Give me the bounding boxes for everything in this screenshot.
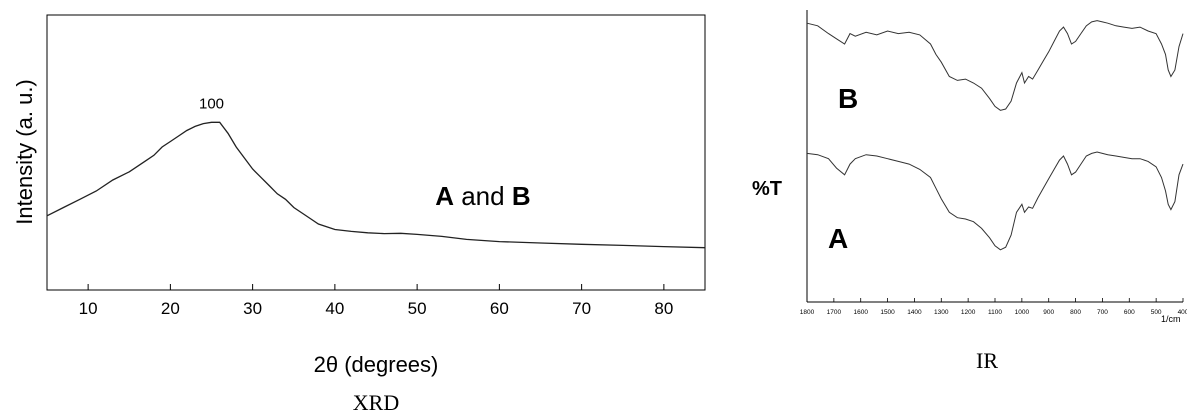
ir-series-b-label: B <box>838 83 858 114</box>
ir-x-tick-label: 1800 <box>800 309 815 316</box>
ir-x-tick-label: 1500 <box>880 309 895 316</box>
ir-x-tick-label: 1700 <box>827 309 842 316</box>
ir-caption: IR <box>976 348 998 373</box>
ir-x-tick-label: 400 <box>1178 309 1187 316</box>
ir-x-tick-label: 700 <box>1097 309 1108 316</box>
xrd-x-ticks: 10 20 30 40 50 60 70 80 <box>79 284 673 318</box>
ir-x-ticks: 1800 1700 1600 1500 1400 1300 1200 1100 1000 900 8… <box>800 298 1187 316</box>
ir-chart: 1800 1700 1600 1500 1400 1300 1200 1100 1000 900 8… <box>752 10 1187 373</box>
ir-x-tick-label: 600 <box>1124 309 1135 316</box>
xrd-x-tick-label: 80 <box>654 299 673 318</box>
xrd-label-a: A <box>435 181 454 211</box>
xrd-series-line <box>46 121 706 249</box>
xrd-sample-annotation: A and B <box>435 181 530 211</box>
ir-x-tick-label: 800 <box>1070 309 1081 316</box>
ir-y-axis-label: %T <box>752 178 782 200</box>
ir-x-tick-label: 1400 <box>907 309 922 316</box>
ir-lines <box>806 20 1184 251</box>
ir-x-tick-label: 1000 <box>1015 309 1030 316</box>
ir-x-tick-label: 500 <box>1151 309 1162 316</box>
xrd-x-tick-label: 10 <box>79 299 98 318</box>
xrd-x-tick-label: 50 <box>408 299 427 318</box>
ir-x-tick-label: 900 <box>1043 309 1054 316</box>
ir-series-line-b <box>806 20 1184 111</box>
xrd-x-tick-label: 30 <box>243 299 262 318</box>
ir-x-tick-label: 1600 <box>853 309 868 316</box>
ir-x-unit: 1/cm <box>1161 314 1181 324</box>
xrd-plot-frame <box>46 14 706 291</box>
ir-x-tick-label: 1300 <box>934 309 949 316</box>
xrd-y-axis-label: Intensity (a. u.) <box>12 79 37 225</box>
ir-x-tick-label: 1200 <box>961 309 976 316</box>
xrd-chart: 10 20 30 40 50 60 70 80 Intensity (a. u.) 2θ (d… <box>12 14 706 415</box>
xrd-x-tick-label: 60 <box>490 299 509 318</box>
xrd-x-tick-label: 40 <box>325 299 344 318</box>
ir-series-a-label: A <box>828 223 848 254</box>
xrd-peak-annotation: 100 <box>199 96 224 113</box>
ir-series-line-a <box>806 151 1184 251</box>
xrd-label-b: B <box>512 181 531 211</box>
xrd-lines <box>46 121 706 249</box>
xrd-x-tick-label: 20 <box>161 299 180 318</box>
xrd-x-tick-label: 70 <box>572 299 591 318</box>
xrd-label-and: and <box>454 181 512 211</box>
xrd-x-axis-label: 2θ (degrees) <box>314 352 439 377</box>
xrd-caption: XRD <box>353 390 399 415</box>
ir-x-tick-label: 1100 <box>988 309 1002 316</box>
